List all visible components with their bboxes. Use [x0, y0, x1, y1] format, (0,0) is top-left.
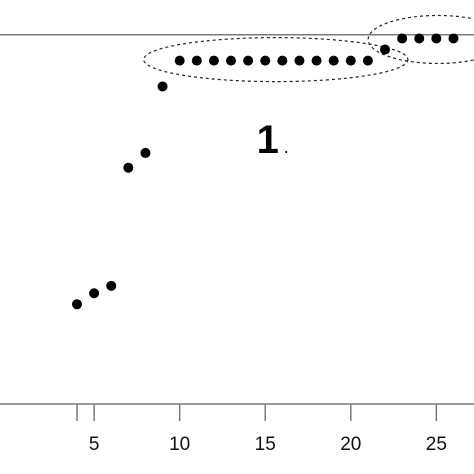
- data-point: [380, 44, 391, 55]
- data-point: [294, 55, 305, 66]
- x-axis-ticks: 5 10 15 20 25: [76, 404, 447, 455]
- plateau-ellipse: [143, 37, 409, 83]
- x-tick-label: 10: [169, 434, 190, 455]
- data-point: [157, 81, 168, 92]
- data-point: [106, 280, 117, 291]
- data-point: [208, 55, 219, 66]
- annotations: 1.: [257, 118, 289, 162]
- data-point: [191, 55, 202, 66]
- data-point: [362, 55, 373, 66]
- data-point: [243, 55, 254, 66]
- data-point: [226, 55, 237, 66]
- data-point: [89, 288, 100, 299]
- annotation-ellipses: [143, 14, 474, 83]
- x-tick-label: 5: [89, 434, 100, 455]
- annotation-label-suffix: .: [284, 137, 289, 157]
- data-point: [72, 299, 83, 310]
- data-point: [311, 55, 322, 66]
- data-point: [140, 147, 151, 158]
- data-point: [123, 162, 134, 173]
- annotation-label: 1: [257, 118, 279, 162]
- data-point: [431, 33, 442, 44]
- data-point: [345, 55, 356, 66]
- data-point: [448, 33, 459, 44]
- data-point: [277, 55, 288, 66]
- data-point: [397, 33, 408, 44]
- data-point: [260, 55, 271, 66]
- data-point: [328, 55, 339, 66]
- x-tick-label: 25: [426, 434, 447, 455]
- data-point: [414, 33, 425, 44]
- data-point: [174, 55, 185, 66]
- data-points: [72, 33, 459, 310]
- x-tick-label: 15: [255, 434, 276, 455]
- x-tick-label: 20: [340, 434, 361, 455]
